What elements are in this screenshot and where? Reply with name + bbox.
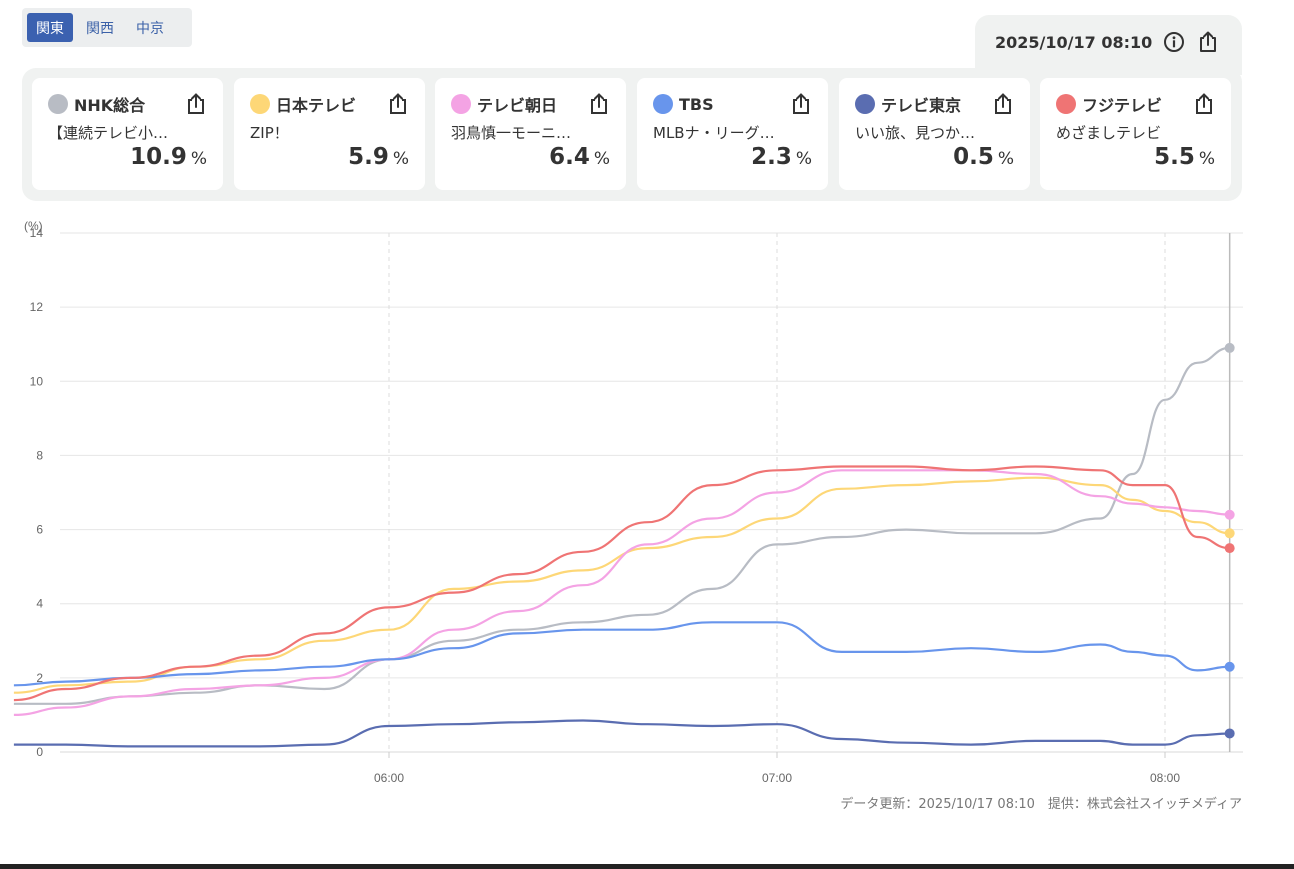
rating-unit: %: [997, 149, 1014, 169]
channel-color-dot: [653, 94, 673, 114]
series-end-marker-4: [1224, 728, 1235, 739]
bottom-bar: [0, 864, 1294, 869]
share-icon[interactable]: [185, 93, 207, 115]
rating-value: 2.3: [751, 144, 792, 170]
channel-card-tv-asahi[interactable]: テレビ朝日 羽鳥慎一モーニ… 6.4%: [435, 78, 626, 190]
rating-unit: %: [190, 149, 207, 169]
y-tick-label: 14: [30, 226, 44, 240]
share-icon[interactable]: [387, 93, 409, 115]
channel-card-tv-tokyo[interactable]: テレビ東京 いい旅、見つか… 0.5%: [839, 78, 1030, 190]
info-icon[interactable]: [1162, 30, 1186, 54]
channel-name: TBS: [679, 94, 714, 114]
share-icon[interactable]: [790, 93, 812, 115]
channel-name: NHK総合: [74, 96, 146, 115]
channel-card-ntv[interactable]: 日本テレビ ZIP！ 5.9%: [234, 78, 425, 190]
series-line-3: [13, 621, 1230, 687]
timestamp-row: 2025/10/17 08:10: [975, 28, 1225, 56]
data-source-note: データ更新：2025/10/17 08:10 提供：株式会社スイッチメディア: [840, 797, 1242, 812]
x-tick-label: 08:00: [1150, 771, 1180, 785]
y-tick-label: 12: [30, 300, 44, 314]
series-line-4: [13, 719, 1230, 748]
channel-color-dot: [250, 94, 270, 114]
series-end-marker-5: [1224, 543, 1235, 554]
channel-color-dot: [451, 94, 471, 114]
y-tick-label: 4: [36, 597, 43, 611]
series-line-1: [13, 476, 1230, 694]
channel-cards: NHK総合 【連続テレビ小… 10.9% 日本テレビ ZIP！ 5.9% テレビ…: [32, 78, 1232, 190]
channel-card-tbs[interactable]: TBS MLBナ・リーグ… 2.3%: [637, 78, 828, 190]
tab-kansai[interactable]: 関西: [86, 20, 114, 37]
share-icon[interactable]: [1193, 93, 1215, 115]
series-end-marker-0: [1224, 342, 1235, 353]
channel-card-fuji[interactable]: フジテレビ めざましテレビ 5.5%: [1040, 78, 1231, 190]
share-icon[interactable]: [992, 93, 1014, 115]
rating-unit: %: [1198, 149, 1215, 169]
y-tick-label: 8: [36, 448, 43, 462]
rating-value: 5.5: [1154, 144, 1195, 170]
channel-color-dot: [855, 94, 875, 114]
share-icon[interactable]: [1196, 30, 1220, 54]
channel-name: テレビ東京: [881, 96, 962, 115]
tab-kanto[interactable]: 関東: [27, 13, 73, 42]
rating-value: 6.4: [549, 144, 590, 170]
region-tabs: 関東 関西 中京: [22, 8, 192, 47]
y-tick-label: 10: [30, 374, 44, 388]
series-line-2: [13, 469, 1230, 716]
series-end-marker-1: [1224, 528, 1235, 539]
series-end-marker-3: [1224, 661, 1235, 672]
x-tick-label: 07:00: [762, 771, 792, 785]
channel-name: 日本テレビ: [276, 96, 357, 115]
channel-card-nhk[interactable]: NHK総合 【連続テレビ小… 10.9%: [32, 78, 223, 190]
channel-color-dot: [48, 94, 68, 114]
rating-value: 10.9: [130, 144, 187, 170]
series-end-marker-2: [1224, 509, 1235, 520]
rating-unit: %: [593, 149, 610, 169]
series-line-5: [13, 465, 1230, 702]
y-unit-label: (%): [24, 219, 43, 233]
y-tick-label: 2: [36, 671, 43, 685]
rating-unit: %: [392, 149, 409, 169]
channel-color-dot: [1056, 94, 1076, 114]
x-tick-label: 06:00: [374, 771, 404, 785]
rating-unit: %: [795, 149, 812, 169]
rating-value: 5.9: [348, 144, 389, 170]
y-tick-label: 6: [36, 523, 43, 537]
channel-name: フジテレビ: [1082, 96, 1163, 115]
y-tick-label: 0: [36, 745, 43, 759]
rating-value: 0.5: [953, 144, 994, 170]
tab-chukyo[interactable]: 中京: [136, 20, 164, 37]
channel-name: テレビ朝日: [477, 96, 558, 115]
update-timestamp: 2025/10/17 08:10: [995, 32, 1153, 52]
share-icon[interactable]: [588, 93, 610, 115]
